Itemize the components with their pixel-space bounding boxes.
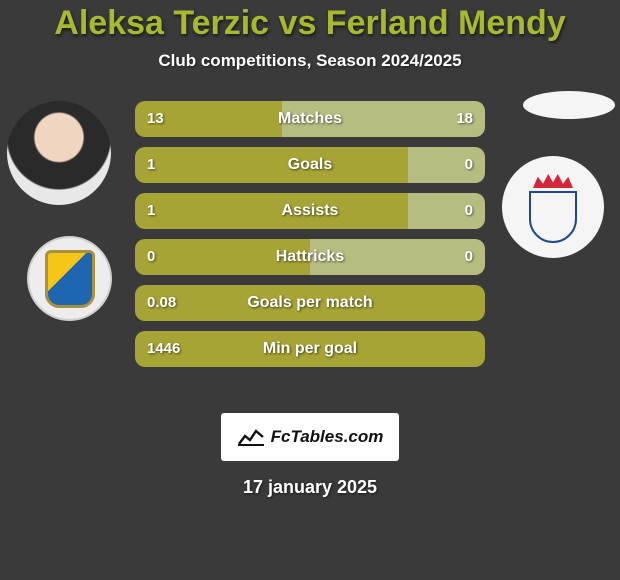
player1-club-badge (27, 236, 112, 321)
body-area: 1318Matches 10Goals 10Assists 00Hattricks 0.… (0, 101, 620, 401)
subtitle: Club competitions, Season 2024/2025 (0, 51, 620, 71)
stat-row: 1318Matches (135, 101, 485, 137)
player1-avatar (7, 101, 111, 205)
watermark-badge: FcTables.com (221, 413, 399, 461)
watermark-text: FcTables.com (271, 427, 384, 447)
player2-avatar (523, 91, 615, 119)
stat-row: 0.08Goals per match (135, 285, 485, 321)
stat-label: Goals per match (135, 285, 485, 321)
fctables-logo-icon (237, 427, 265, 447)
stat-label: Min per goal (135, 331, 485, 367)
stat-row: 1446Min per goal (135, 331, 485, 367)
stat-label: Goals (135, 147, 485, 183)
stat-label: Hattricks (135, 239, 485, 275)
stat-row: 10Goals (135, 147, 485, 183)
stat-row: 00Hattricks (135, 239, 485, 275)
page-title: Aleksa Terzic vs Ferland Mendy (0, 4, 620, 43)
club2-crest-icon (524, 171, 582, 243)
stat-row: 10Assists (135, 193, 485, 229)
stats-bars: 1318Matches 10Goals 10Assists 00Hattricks 0.… (135, 101, 485, 377)
club1-shield-icon (45, 250, 95, 308)
stat-label: Matches (135, 101, 485, 137)
stat-label: Assists (135, 193, 485, 229)
comparison-card: Aleksa Terzic vs Ferland Mendy Club comp… (0, 0, 620, 498)
crown-icon (533, 174, 573, 188)
player2-club-badge (502, 156, 604, 258)
generated-date: 17 january 2025 (0, 477, 620, 498)
shield-icon (529, 191, 577, 243)
